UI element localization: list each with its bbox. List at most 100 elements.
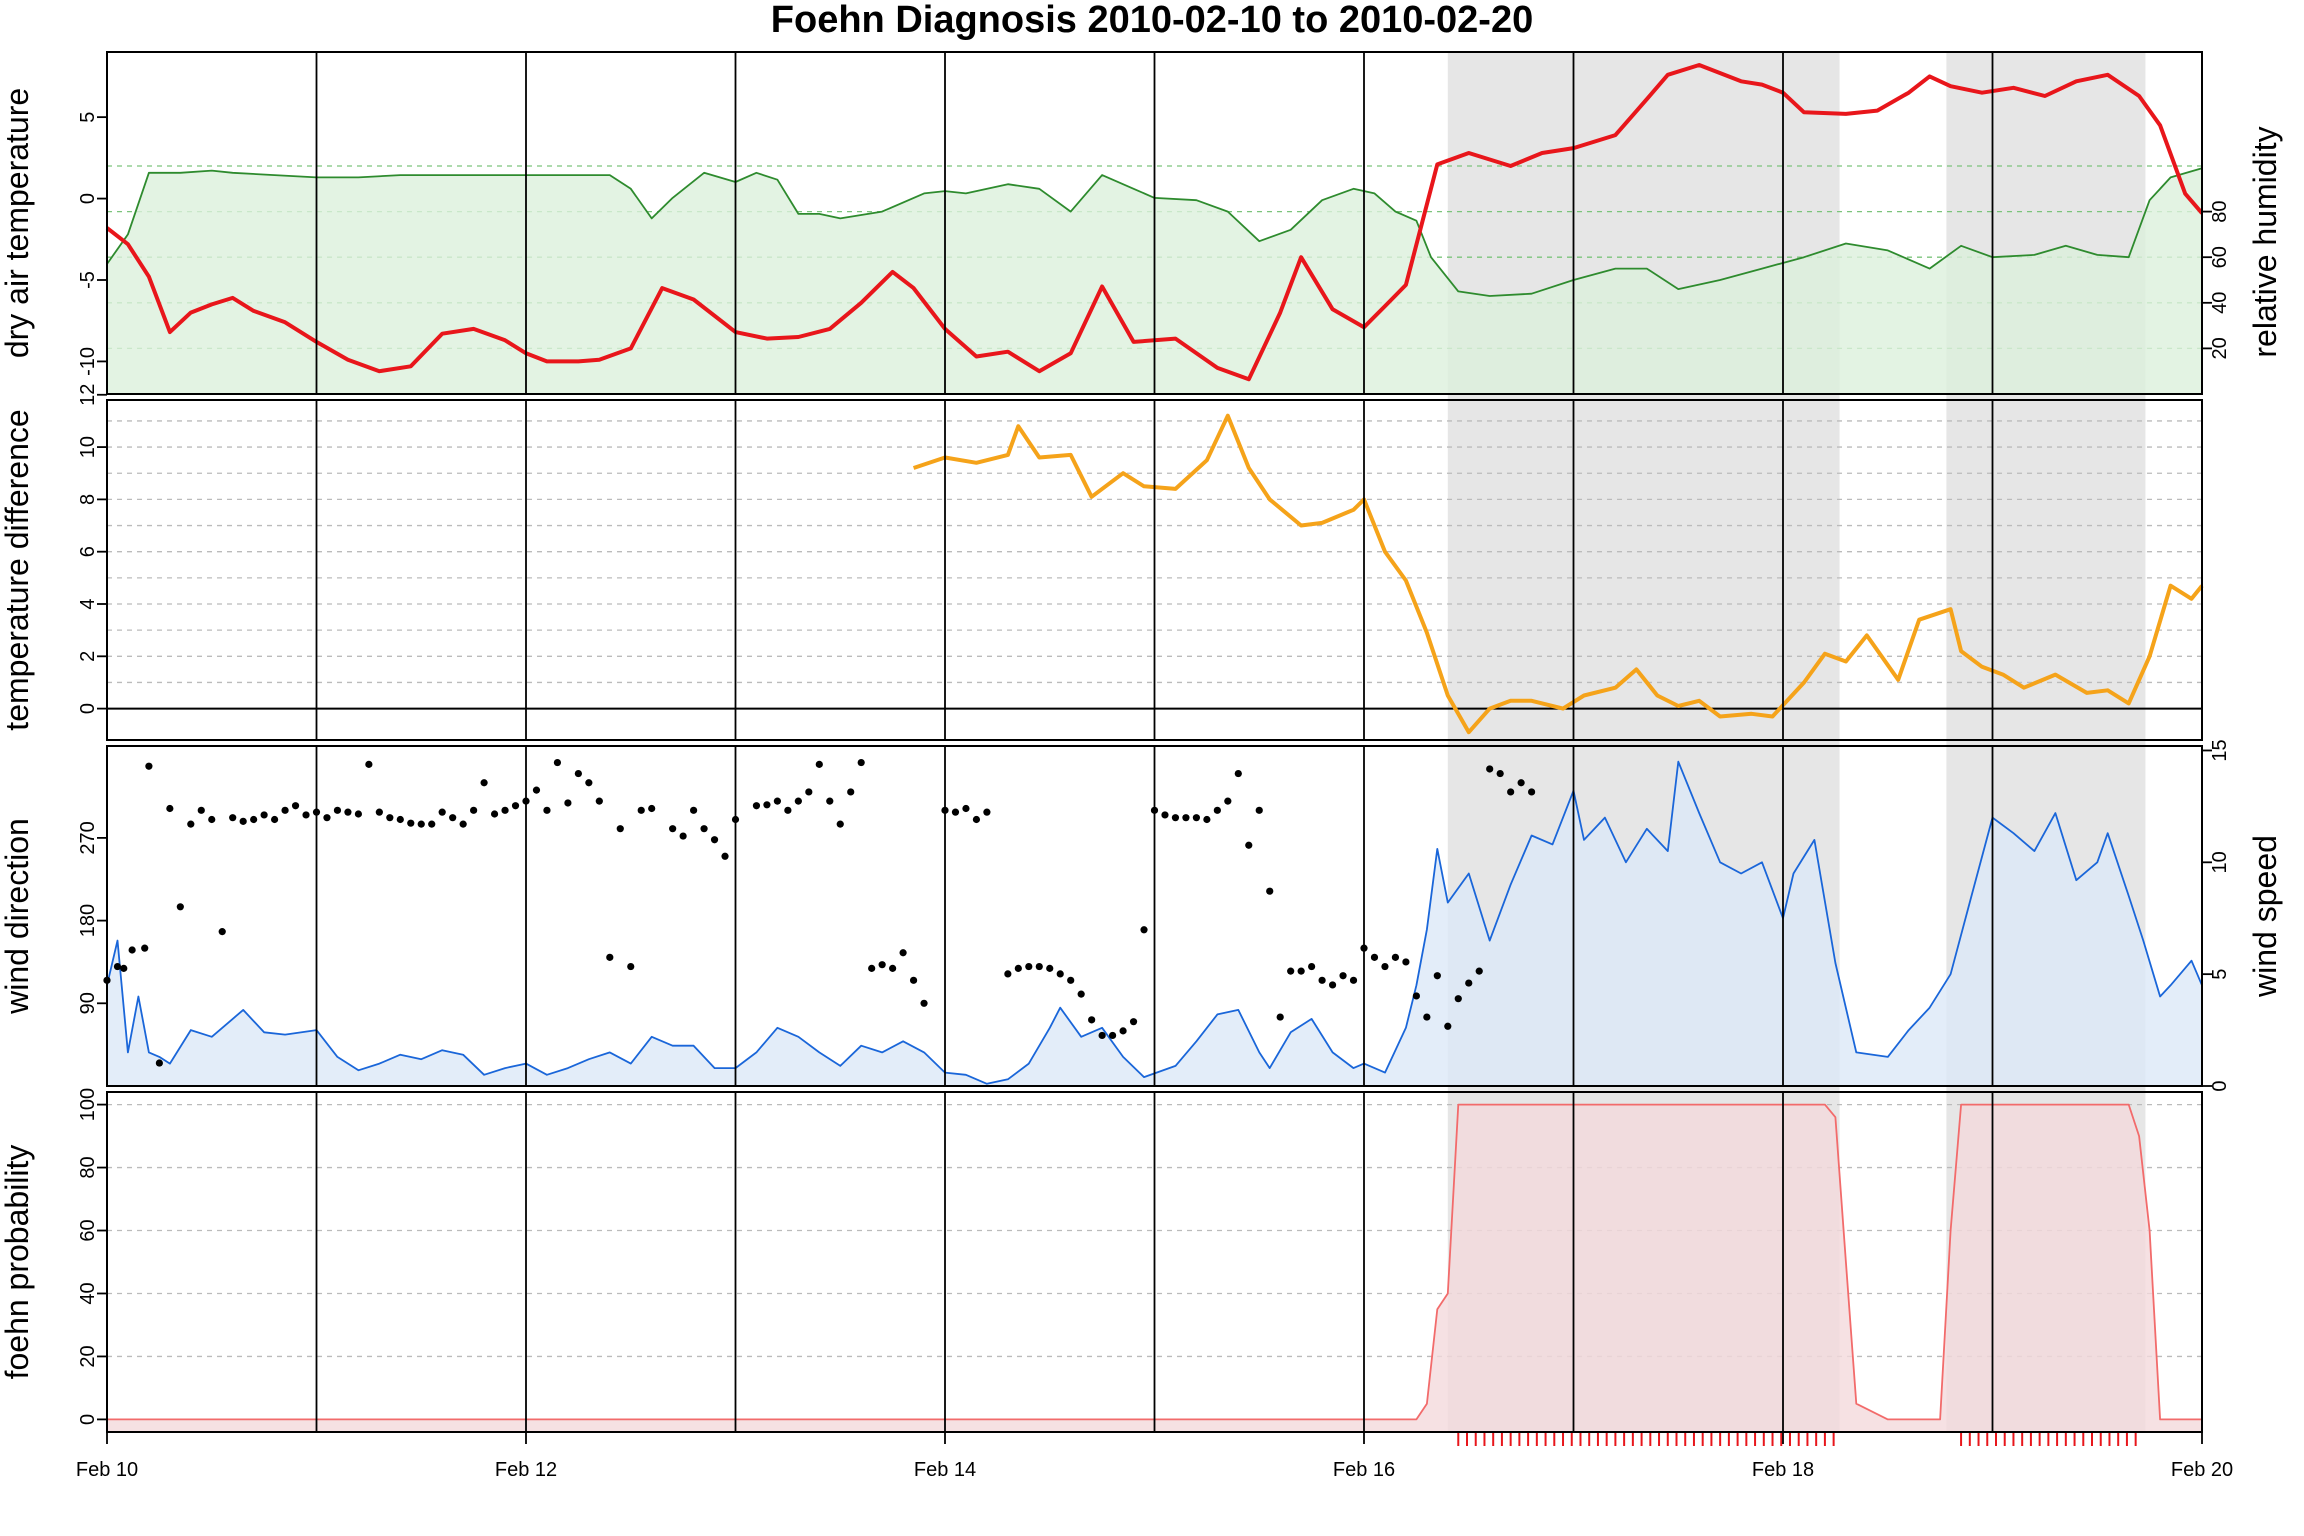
wind-direction-point-24 [333,806,342,814]
y-tick-label: 2 [77,651,99,662]
wind-direction-point-12 [208,815,216,824]
wind-direction-point-18 [271,815,279,824]
wind-direction-point-128 [1465,979,1473,987]
wind-direction-point-75 [889,964,897,972]
wind-direction-point-101 [1182,814,1190,822]
y-axis-label-temperature: dry air temperature [0,88,35,358]
wind-direction-point-95 [1119,1027,1127,1035]
y-tick-label: 12 [77,384,99,406]
y-right-axis-label-wind: wind speed [2247,835,2283,998]
wind-direction-point-112 [1297,967,1305,975]
wind-direction-point-43 [532,786,541,794]
wind-direction-point-74 [878,961,886,969]
y-tick-label: 5 [77,112,99,123]
wind-direction-point-97 [1140,926,1148,934]
y-tick-label: 60 [77,1219,99,1241]
wind-direction-point-4 [128,946,136,954]
panel-frame [106,51,2203,395]
wind-direction-point-40 [501,806,509,814]
wind-direction-point-119 [1370,953,1379,961]
wind-direction-point-72 [857,758,865,767]
wind-direction-point-10 [187,820,195,828]
wind-direction-point-47 [574,769,582,778]
wind-direction-point-55 [669,825,677,833]
wind-direction-point-25 [344,808,352,816]
wind-direction-point-108 [1255,806,1263,814]
y-tick-label: 20 [77,1345,99,1367]
y-tick-label: 0 [77,703,99,714]
y-tick-label: 90 [77,992,99,1014]
y-right-axis-label-temperature: relative humidity [2247,126,2283,357]
wind-direction-point-20 [291,802,300,810]
wind-direction-point-11 [197,806,205,814]
wind-direction-point-46 [564,799,572,807]
wind-direction-point-83 [983,808,991,816]
wind-direction-point-105 [1224,797,1232,805]
wind-direction-point-44 [543,806,551,814]
wind-direction-point-114 [1318,976,1326,984]
wind-direction-point-5 [141,944,149,952]
y-tick-label: 4 [77,598,99,609]
wind-direction-point-50 [606,953,614,961]
wind-direction-point-124 [1423,1013,1431,1021]
wind-direction-point-87 [1035,962,1043,971]
wind-direction-point-23 [323,814,331,822]
wind-direction-point-90 [1067,976,1075,984]
wind-direction-point-32 [417,820,425,828]
y-tick-label: 10 [77,436,99,458]
y-tick-label: 270 [77,821,99,854]
y-tick-label: 40 [77,1282,99,1304]
y-tick-label: 80 [77,1156,99,1178]
wind-direction-point-126 [1444,1022,1452,1030]
wind-direction-point-99 [1161,811,1169,819]
wind-direction-point-35 [449,814,457,822]
wind-direction-point-102 [1192,814,1200,822]
x-tick-label: Feb 18 [1752,1459,1814,1481]
wind-direction-point-38 [480,779,488,787]
wind-direction-point-107 [1245,841,1253,849]
y-right-tick-label: 60 [2209,246,2231,268]
wind-direction-point-85 [1014,964,1022,972]
wind-direction-point-117 [1349,976,1358,984]
y-right-tick-label: 5 [2209,969,2231,980]
wind-direction-point-21 [302,811,310,819]
wind-direction-point-116 [1339,972,1347,980]
y-tick-label: 0 [77,1414,99,1425]
y-right-tick-label: 10 [2209,851,2231,873]
y-axis-label-tdiff: temperature difference [0,409,35,730]
y-right-tick-label: 0 [2209,1080,2231,1091]
series-line-prob-1 [107,1103,2202,1421]
wind-direction-point-81 [962,804,970,813]
x-tick-label: Feb 16 [1333,1459,1395,1481]
wind-direction-point-123 [1412,992,1420,1000]
wind-direction-point-73 [868,964,876,972]
wind-direction-point-9 [176,903,184,911]
wind-direction-point-100 [1171,814,1180,822]
x-tick-label: Feb 20 [2171,1459,2233,1481]
wind-direction-point-63 [763,801,771,809]
wind-direction-point-31 [407,819,415,827]
wind-direction-point-36 [459,820,467,828]
wind-direction-point-69 [826,797,834,805]
wind-direction-point-106 [1234,769,1242,778]
wind-direction-point-130 [1486,765,1494,773]
y-right-tick-label: 80 [2209,200,2231,222]
wind-direction-point-58 [700,825,708,833]
wind-direction-point-27 [365,760,373,768]
wind-direction-point-13 [218,928,226,936]
wind-direction-point-30 [396,815,404,824]
wind-direction-point-132 [1507,788,1515,796]
y-right-tick-label: 20 [2209,337,2231,359]
x-tick-label: Feb 14 [914,1459,976,1481]
wind-direction-point-57 [690,806,698,814]
wind-direction-point-8 [166,804,174,813]
wind-direction-point-39 [490,810,499,818]
wind-direction-point-88 [1046,964,1054,972]
panel-frame [106,1091,2203,1433]
wind-direction-point-121 [1391,953,1400,961]
y-tick-label: 0 [77,193,99,204]
wind-direction-point-68 [815,760,823,768]
wind-direction-point-34 [438,808,446,816]
wind-direction-point-133 [1517,779,1525,787]
panel-temperature: -10 -5 0 5 dry air temperature 20 40 60 80 relati… [0,51,2283,395]
